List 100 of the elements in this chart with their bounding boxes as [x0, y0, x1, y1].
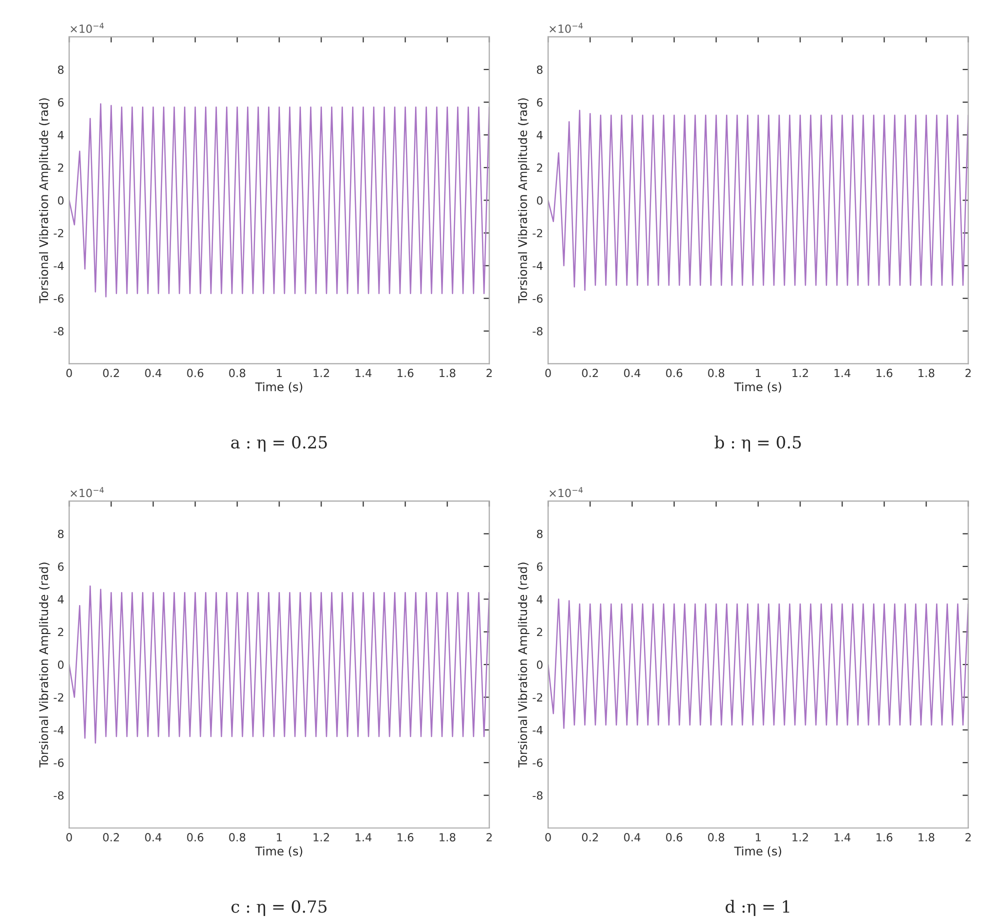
x-tick-label: 0	[545, 833, 551, 842]
x-tick-label: 0	[66, 368, 72, 378]
y-tick-label: -2	[54, 693, 64, 702]
x-tick-label: 1.2	[314, 368, 329, 378]
y-tick-label: 4	[536, 595, 543, 604]
y-tick-label: 6	[536, 562, 543, 571]
x-tick-label: 0.6	[187, 833, 204, 842]
y-tick-label: -6	[532, 758, 543, 767]
line-series	[69, 103, 490, 298]
x-tick-label: 1.6	[398, 833, 414, 842]
x-tick-label: 1.4	[834, 833, 850, 842]
x-tick-label: 0.6	[666, 833, 682, 842]
x-tick-label: 0.2	[103, 368, 119, 378]
x-tick-label: 1.4	[834, 368, 850, 378]
y-axis-title: Torsional Vibration Amplitude (rad)	[518, 98, 530, 304]
x-tick-label: 0.2	[582, 368, 598, 378]
text: ×10$^{−4}$	[70, 22, 104, 33]
y-tick-label: 8	[536, 530, 542, 538]
x-tick-label: 1.8	[918, 368, 934, 378]
text: a : η = 0.25	[231, 436, 327, 452]
text: b : η = 0.5	[714, 436, 801, 452]
x-axis-title: Time (s)	[734, 846, 782, 857]
y-axis-title: Torsional Vibration Amplitude (rad)	[518, 562, 530, 768]
x-tick-label: 0.4	[624, 368, 640, 378]
x-tick-label: 1.8	[440, 833, 456, 842]
y-tick-label: -8	[54, 327, 64, 336]
text: ×10$^{−4}$	[550, 487, 583, 498]
y-tick-label: -8	[54, 791, 64, 800]
y-tick-label: -8	[532, 791, 542, 800]
x-tick-label: 1	[276, 833, 282, 842]
x-tick-label: 0.6	[666, 368, 682, 378]
line-series	[548, 598, 968, 729]
x-tick-label: 1.2	[792, 833, 808, 842]
text: d :η = 1	[726, 900, 790, 916]
y-tick-label: 0	[58, 660, 64, 669]
x-tick-label: 1.4	[356, 368, 372, 378]
x-tick-label: 0.4	[145, 833, 162, 842]
y-tick-label: -2	[532, 228, 542, 238]
x-axis-title: Time (s)	[255, 382, 302, 393]
x-tick-label: 1.6	[876, 833, 892, 842]
text: c : η = 0.75	[231, 900, 327, 916]
x-tick-label: 2	[966, 833, 971, 842]
y-tick-label: -2	[532, 693, 542, 702]
y-tick-label: 0	[536, 196, 543, 205]
y-tick-label: 8	[58, 530, 64, 538]
x-tick-label: 1	[756, 833, 761, 842]
y-tick-label: -6	[532, 294, 543, 303]
y-tick-label: 8	[536, 65, 542, 74]
y-tick-label: 0	[58, 196, 64, 205]
x-tick-label: 2	[486, 833, 492, 842]
y-tick-label: -8	[532, 327, 542, 336]
y-tick-label: 2	[58, 628, 64, 636]
x-tick-label: 0.8	[708, 368, 724, 378]
y-tick-label: 2	[536, 164, 542, 172]
x-tick-label: 1	[756, 368, 761, 378]
y-tick-label: -2	[54, 228, 64, 238]
x-tick-label: 1.6	[876, 368, 892, 378]
x-tick-label: 0.2	[103, 833, 119, 842]
y-axis-title: Torsional Vibration Amplitude (rad)	[39, 562, 50, 768]
text: ×10$^{−4}$	[550, 22, 583, 33]
x-tick-label: 1	[276, 368, 282, 378]
x-tick-label: 0	[66, 833, 72, 842]
line-series	[69, 585, 490, 744]
line-series	[548, 110, 968, 291]
x-tick-label: 0.6	[187, 368, 204, 378]
y-tick-label: -6	[54, 758, 64, 767]
y-tick-label: 6	[58, 98, 64, 107]
x-tick-label: 1.8	[918, 833, 934, 842]
x-tick-label: 2	[486, 368, 492, 378]
y-tick-label: -4	[54, 262, 64, 270]
x-tick-label: 0.8	[229, 368, 246, 378]
x-tick-label: 1.8	[440, 368, 456, 378]
y-tick-label: 8	[58, 65, 64, 74]
y-axis-title: Torsional Vibration Amplitude (rad)	[39, 98, 50, 304]
y-tick-label: -6	[54, 294, 64, 303]
x-tick-label: 0.8	[229, 833, 246, 842]
x-tick-label: 2	[966, 368, 971, 378]
x-tick-label: 0.4	[145, 368, 162, 378]
x-axis-title: Time (s)	[734, 382, 782, 393]
y-tick-label: -4	[54, 726, 64, 734]
text: ×10$^{−4}$	[70, 487, 104, 498]
x-tick-label: 1.2	[314, 833, 329, 842]
x-tick-label: 0.4	[624, 833, 640, 842]
y-tick-label: 6	[536, 98, 543, 107]
x-tick-label: 0.8	[708, 833, 724, 842]
y-tick-label: 4	[536, 131, 543, 140]
x-tick-label: 0.2	[582, 833, 598, 842]
y-tick-label: -4	[532, 262, 543, 270]
x-tick-label: 1.2	[792, 368, 808, 378]
y-tick-label: 0	[536, 660, 543, 669]
x-tick-label: 0	[545, 368, 551, 378]
y-tick-label: 4	[58, 131, 64, 140]
x-tick-label: 1.6	[398, 368, 414, 378]
y-tick-label: -4	[532, 726, 543, 734]
x-tick-label: 1.4	[356, 833, 372, 842]
y-tick-label: 2	[58, 164, 64, 172]
y-tick-label: 4	[58, 595, 64, 604]
y-tick-label: 2	[536, 628, 542, 636]
y-tick-label: 6	[58, 562, 64, 571]
x-axis-title: Time (s)	[255, 846, 302, 857]
